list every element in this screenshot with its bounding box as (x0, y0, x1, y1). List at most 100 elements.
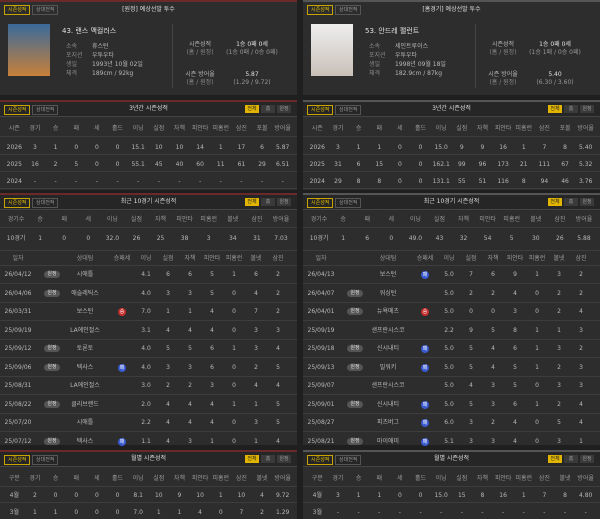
filter-button[interactable]: 홈 (261, 455, 275, 463)
cell: 5 (276, 400, 280, 408)
section-tab[interactable]: 시즌성적 (307, 105, 334, 115)
game-date: 25/09/19 (307, 326, 335, 334)
cell: 3 (33, 144, 37, 151)
column-header: 방어율 (575, 216, 593, 223)
section-tab[interactable]: 상대전적 (32, 198, 59, 208)
column-header: 실점 (456, 125, 468, 132)
column-header: 승패세 (113, 255, 131, 262)
row-line (0, 227, 297, 228)
stat-label: 시즌성적 (491, 41, 515, 48)
cell: 99 (457, 161, 466, 168)
column-header: 피홈런 (225, 255, 243, 262)
cell: 9 (459, 144, 464, 151)
cell: - (502, 509, 505, 516)
filter-button[interactable]: 원정 (580, 198, 594, 206)
filter-button[interactable]: 홈 (564, 455, 578, 463)
filter-button[interactable]: 원정 (580, 455, 594, 463)
cell: 11 (216, 161, 225, 168)
cell: 5.0 (444, 400, 454, 408)
cell: 0 (115, 161, 120, 168)
cell: 1 (535, 400, 539, 408)
cell: 61 (237, 161, 246, 168)
filter-button[interactable]: 전체 (548, 105, 562, 113)
column-header: 실점 (130, 216, 142, 223)
stat-value: 5.87 (245, 71, 259, 78)
section-tab[interactable]: 상대전적 (32, 105, 59, 115)
game-date: 25/08/27 (307, 419, 335, 426)
filter-button[interactable]: 전체 (245, 198, 259, 206)
filter-button[interactable]: 원정 (277, 455, 291, 463)
cell: 0 (232, 363, 236, 371)
column-header: 삼진 (251, 216, 263, 223)
filter-button[interactable]: 원정 (277, 105, 291, 113)
filter-button[interactable]: 홈 (564, 198, 578, 206)
divider (172, 24, 173, 88)
cell: 0 (491, 308, 495, 315)
venue-badge: 원정 (347, 437, 363, 445)
cell: 0 (94, 509, 99, 516)
cell: 4 (210, 326, 214, 334)
cell: 10 (175, 144, 184, 151)
column-header: 피안타 (506, 255, 524, 262)
cell: 32.0 (105, 235, 120, 242)
opponent: 시애틀 (76, 271, 94, 278)
cell: 0 (232, 437, 236, 445)
cell: 1 (38, 235, 43, 242)
section-tab[interactable]: 상대전적 (335, 105, 362, 115)
info-value: 우투우타 (92, 52, 115, 59)
filter-button[interactable]: 홈 (564, 105, 578, 113)
filter-button[interactable]: 원정 (277, 198, 291, 206)
cell: 21 (519, 161, 528, 168)
cell: 3 (336, 144, 340, 151)
filter-button[interactable]: 원정 (580, 105, 594, 113)
column-header: 경기 (29, 475, 41, 482)
cell: 4월 (9, 492, 19, 499)
cell: 5 (166, 345, 170, 352)
cell: 2 (557, 289, 561, 297)
profile-tab[interactable]: 상대전적 (335, 5, 362, 15)
cell: 8 (563, 492, 567, 499)
row-line (303, 283, 600, 284)
cell: 2 (276, 271, 280, 278)
stat-value: 1승 0패 0세 (236, 41, 268, 48)
game-date: 26/04/01 (307, 308, 335, 315)
cell: 0 (115, 144, 120, 151)
cell: 1 (188, 308, 192, 315)
section-tab[interactable]: 시즌성적 (4, 455, 31, 465)
cell: 55 (457, 178, 466, 185)
profile-tab[interactable]: 시즌성적 (307, 5, 334, 15)
section-tab[interactable]: 시즌성적 (307, 198, 334, 208)
cell: 0 (74, 509, 79, 516)
profile-tab[interactable]: 상대전적 (32, 5, 59, 15)
cell: 5 (210, 271, 214, 278)
column-header: 피홈런 (528, 255, 546, 262)
cell: 111 (538, 161, 551, 168)
column-header: 구분 (311, 475, 323, 482)
filter-button[interactable]: 전체 (245, 105, 259, 113)
column-header: 홀드 (112, 475, 124, 482)
cell: 5 (276, 419, 280, 426)
section-tab[interactable]: 시즌성적 (4, 198, 31, 208)
cell: 0 (115, 509, 120, 516)
filter-button[interactable]: 전체 (245, 455, 259, 463)
row-line (303, 171, 600, 172)
section-tab[interactable]: 상대전적 (335, 455, 362, 465)
cell: 3 (254, 419, 258, 426)
filter-button[interactable]: 홈 (261, 198, 275, 206)
cell: 4 (579, 400, 583, 408)
cell: 5 (513, 363, 517, 371)
section-tab[interactable]: 상대전적 (32, 455, 59, 465)
section-title: 3년간 시즌성적 (432, 105, 471, 112)
filter-button[interactable]: 전체 (548, 455, 562, 463)
filter-button[interactable]: 홈 (261, 105, 275, 113)
section-tab[interactable]: 상대전적 (335, 198, 362, 208)
section-tab[interactable]: 시즌성적 (4, 105, 31, 115)
column-header: 자책 (173, 125, 185, 132)
cell: 1 (356, 144, 361, 151)
section-tab[interactable]: 시즌성적 (307, 455, 334, 465)
cell: 4.1 (141, 271, 151, 278)
cell: 0 (535, 308, 539, 315)
profile-tab[interactable]: 시즌성적 (4, 5, 31, 15)
cell: 1 (356, 492, 361, 499)
filter-button[interactable]: 전체 (548, 198, 562, 206)
